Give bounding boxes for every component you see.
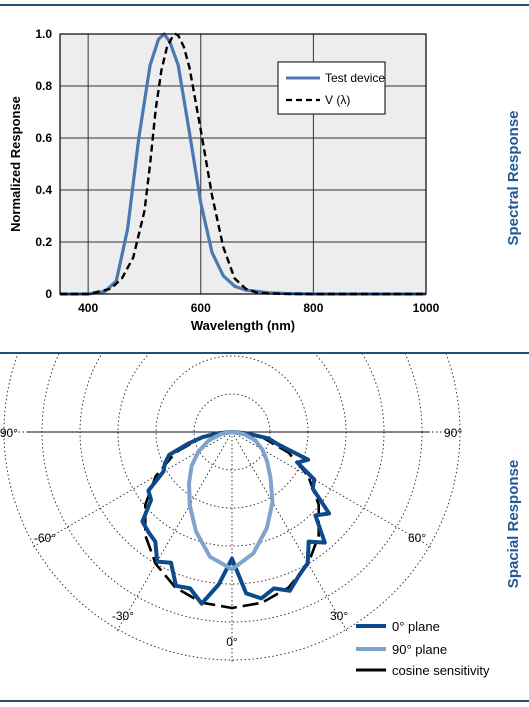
y-tick-label: 0.2 [35,235,52,249]
spacial-section-title: Spacial Response [505,460,522,588]
angle-label: -30° [112,609,134,623]
polar-ring [3,354,461,661]
polar-spoke [231,431,348,632]
angle-label: 0° [226,635,238,649]
legend: Test device V (λ) [277,61,386,115]
y-tick-label: 0 [45,287,52,301]
legend-cosine-label: cosine sensitivity [392,663,490,678]
bottom-rule [0,700,529,702]
polar-legend: 0° plane 90° plane cosine sensitivity [356,619,490,678]
y-axis-label: Normalized Response [8,96,23,232]
x-tick-label: 800 [303,301,323,315]
polar-spoke [116,431,233,632]
top-rule [0,4,529,6]
y-tick-label: 0.6 [35,131,52,145]
legend-box [277,61,386,115]
legend-0deg-label: 0° plane [392,619,440,634]
y-tick-label: 1.0 [35,27,52,41]
series-vlambda-line [60,32,426,296]
series-cosine-line [144,430,321,610]
spacial-response-chart: -90° -60° -30° 0° 30° 60° 90° 0° plane 90° pla… [0,354,522,678]
x-tick-label: 1000 [413,301,440,315]
angle-label: -90° [0,426,18,440]
x-tick-label: 600 [191,301,211,315]
angle-label: 60° [408,531,426,545]
series-90deg-plane-line [187,430,275,572]
y-tick-label: 0.8 [35,79,52,93]
legend-90deg-label: 90° plane [392,642,447,657]
plot-frame [59,33,427,295]
angle-label: 90° [444,426,462,440]
middle-rule [0,352,529,354]
series-0deg-plane-line [140,430,332,606]
x-tick-label: 400 [78,301,98,315]
angle-label: 30° [330,609,348,623]
x-axis-label: Wavelength (nm) [191,318,295,333]
legend-test-device-label: Test device [325,71,385,85]
y-tick-label: 0.4 [35,183,52,197]
angle-label: -60° [34,531,56,545]
spectral-response-chart: 400 600 800 1000 0 0.2 0.4 0.6 0.8 1.0 Test devic… [8,27,522,333]
spectral-section-title: Spectral Response [505,110,522,245]
legend-vlambda-label: V (λ) [325,93,350,107]
